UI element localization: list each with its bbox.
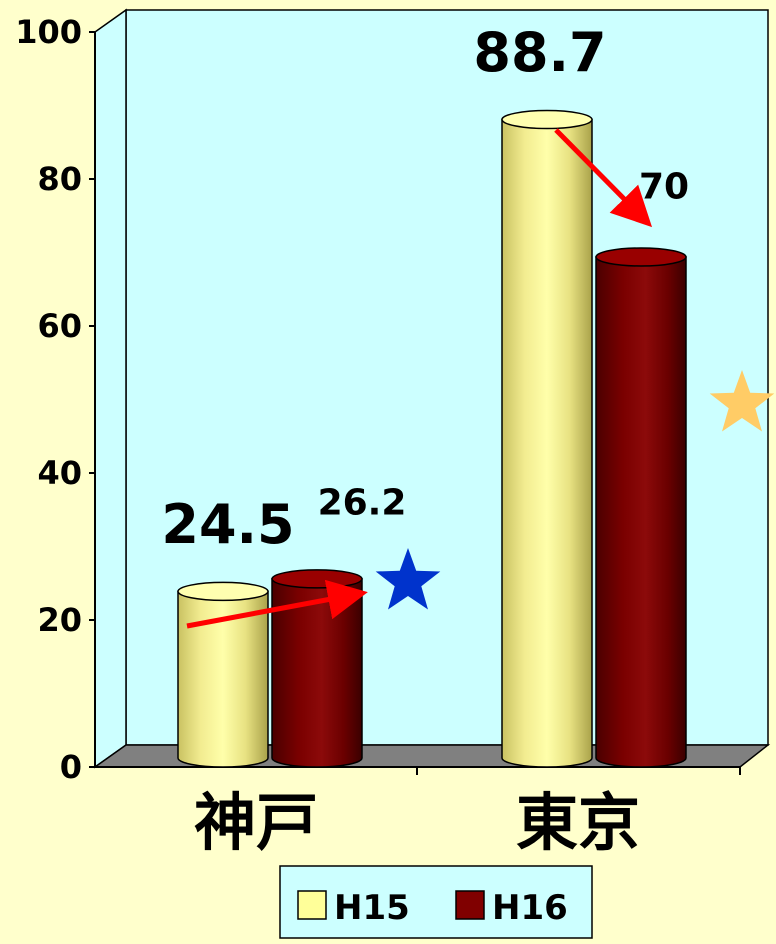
y-tick-label: 40 <box>37 454 82 492</box>
legend-label-h15: H15 <box>334 888 410 928</box>
bar-kobe-h16-body <box>271 578 363 768</box>
y-tick-label: 20 <box>37 601 82 639</box>
bar-tokyo-h16 <box>595 247 687 768</box>
legend-swatch-h16 <box>455 890 485 920</box>
star-icon <box>375 548 441 610</box>
data-label-kobe-h15: 24.5 <box>161 493 294 556</box>
data-label-tokyo-h16: 70 <box>639 167 689 208</box>
bar-kobe-h15-body <box>177 590 269 768</box>
y-tick-label: 100 <box>15 13 82 51</box>
star-icon <box>709 370 775 432</box>
bar-tokyo-h15 <box>501 109 593 768</box>
category-label-kobe: 神戸 <box>194 786 318 859</box>
y-tick-label: 80 <box>37 160 82 198</box>
legend-label-h16: H16 <box>492 888 568 928</box>
plot-side-wall <box>94 8 127 769</box>
bar-kobe-h16 <box>271 569 363 768</box>
bar-tokyo-h15-top <box>501 109 593 130</box>
bar-tokyo-h16-top <box>595 247 687 267</box>
bar-kobe-h15 <box>177 581 269 768</box>
arrow-tokyo <box>554 128 653 228</box>
data-label-kobe-h16: 26.2 <box>318 482 407 523</box>
bar-kobe-h15-top <box>177 581 269 602</box>
data-label-tokyo-h15: 88.7 <box>473 21 606 84</box>
category-label-tokyo: 東京 <box>516 786 640 859</box>
bar-tokyo-h15-body <box>501 118 593 768</box>
bar-tokyo-h16-body <box>595 256 687 768</box>
legend-box <box>279 865 593 939</box>
y-tick-label: 60 <box>37 307 82 345</box>
legend: H15 H16 <box>279 865 593 939</box>
bar-kobe-h16-top <box>271 569 363 589</box>
arrow-kobe <box>186 579 368 629</box>
y-tick-label: 0 <box>60 748 82 786</box>
legend-swatch-h15 <box>297 890 327 920</box>
